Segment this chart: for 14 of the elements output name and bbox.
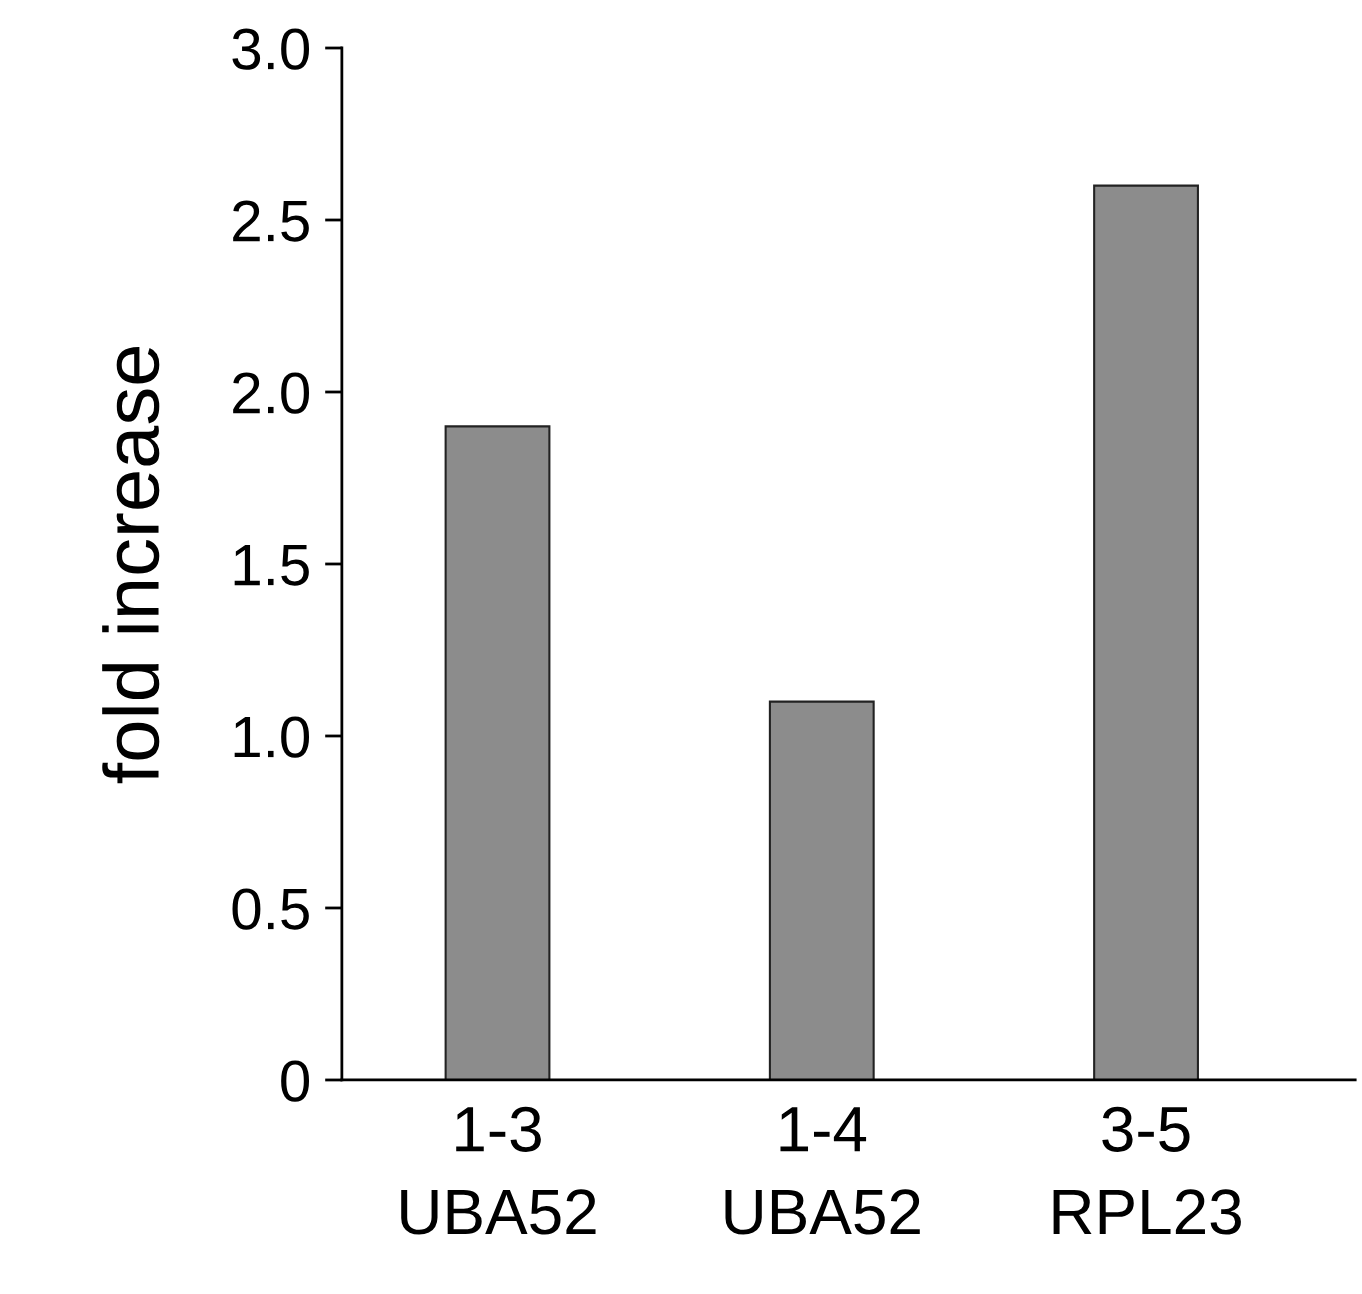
y-tick-label: 0.5 (232, 888, 309, 930)
y-tick-label: 3.0 (232, 28, 310, 70)
x-tick-label: 1-3 UBA52 (401, 1106, 596, 1235)
x-tick-label: 1-4 UBA52 (725, 1107, 920, 1235)
x-tick-label: 3-5 RPL23 (1053, 1106, 1241, 1235)
y-tick-label: 2.5 (233, 200, 309, 242)
y-tick-label: 1.0 (234, 716, 310, 758)
y-tick-label: 2.0 (233, 372, 310, 414)
y-tick-label: 0 (281, 1060, 310, 1102)
y-axis-title: fold increase (102, 346, 160, 784)
bar (1093, 184, 1199, 1080)
y-tick-label: 1.5 (234, 545, 309, 586)
bar (768, 700, 875, 1080)
bar (444, 425, 551, 1080)
